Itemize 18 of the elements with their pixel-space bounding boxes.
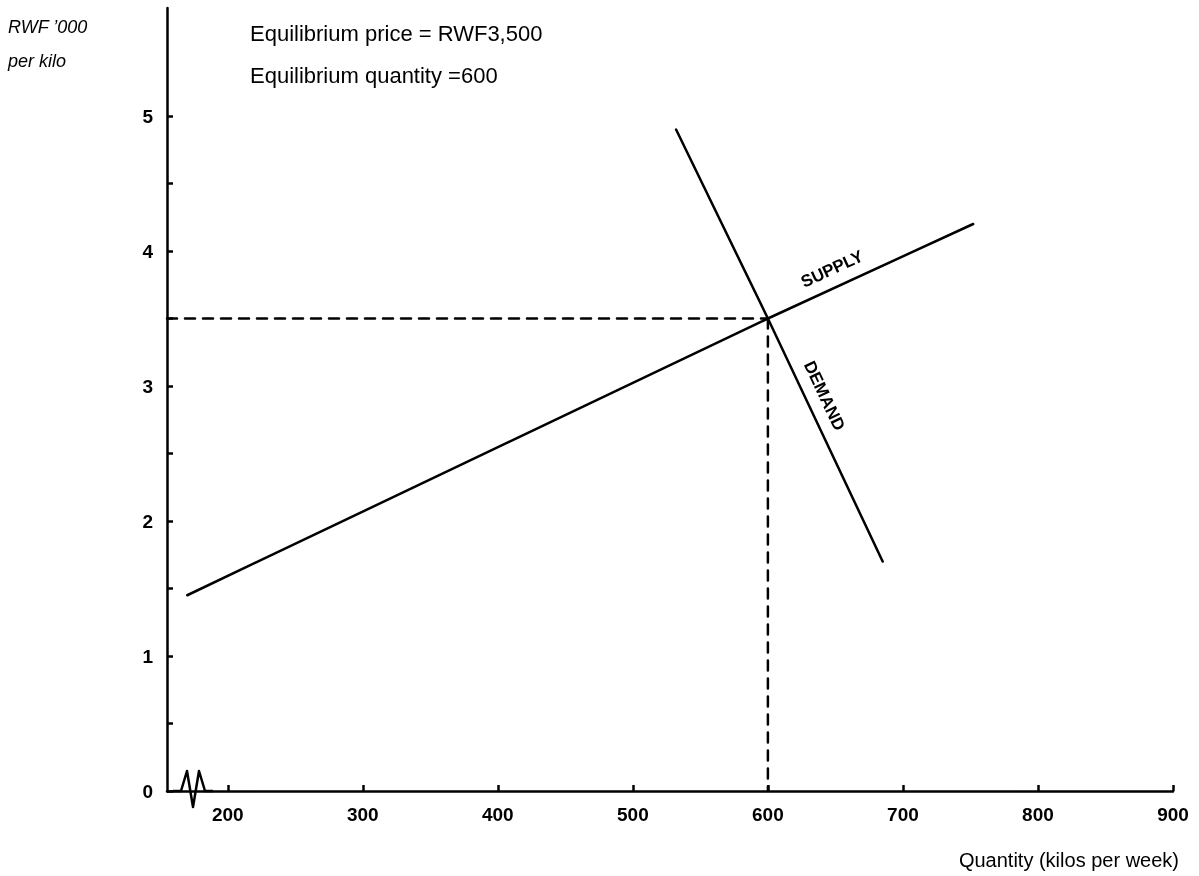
x-tick-label: 700 bbox=[887, 804, 919, 825]
annotation: Equilibrium price = RWF3,500 bbox=[250, 20, 543, 46]
y-axis-title: RWF ’000 per kilo bbox=[7, 17, 93, 71]
y-tick-label: 3 bbox=[142, 375, 153, 397]
annotation: Equilibrium quantity =600 bbox=[250, 62, 498, 88]
y-tick-label: 4 bbox=[142, 240, 154, 262]
y-tick-label: 0 bbox=[142, 780, 153, 802]
y-tick-label: 2 bbox=[142, 510, 153, 532]
x-tick-label: 200 bbox=[211, 804, 244, 825]
y-tick-label: 5 bbox=[142, 105, 154, 127]
x-tick-label: 900 bbox=[1157, 804, 1189, 825]
x-tick-label: 800 bbox=[1022, 804, 1054, 825]
y-tick-label: 1 bbox=[142, 645, 154, 667]
x-tick-label: 600 bbox=[752, 804, 784, 825]
x-tick-label: 300 bbox=[346, 804, 379, 825]
x-tick-label: 500 bbox=[617, 804, 649, 825]
x-axis-title: Quantity (kilos per week) bbox=[958, 849, 1179, 871]
x-tick-label: 400 bbox=[481, 804, 514, 825]
